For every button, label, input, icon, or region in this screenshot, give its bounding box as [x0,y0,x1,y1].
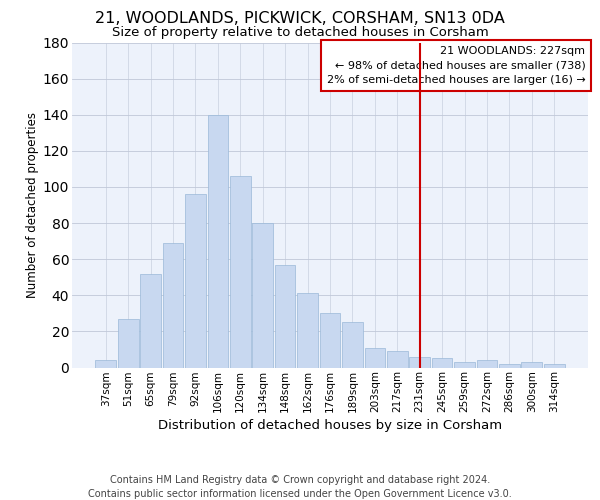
Bar [275,264,295,368]
Bar [342,322,363,368]
Bar [230,176,251,368]
Bar [499,364,520,368]
Bar [409,356,430,368]
Bar [297,294,318,368]
Bar [454,362,475,368]
Text: Contains HM Land Registry data © Crown copyright and database right 2024.
Contai: Contains HM Land Registry data © Crown c… [88,475,512,499]
Y-axis label: Number of detached properties: Number of detached properties [26,112,38,298]
Bar [476,360,497,368]
Bar [163,243,184,368]
Bar [208,114,228,368]
Bar [365,348,385,368]
Bar [118,319,139,368]
Bar [432,358,452,368]
Text: 21, WOODLANDS, PICKWICK, CORSHAM, SN13 0DA: 21, WOODLANDS, PICKWICK, CORSHAM, SN13 0… [95,11,505,26]
X-axis label: Distribution of detached houses by size in Corsham: Distribution of detached houses by size … [158,420,502,432]
Bar [253,223,273,368]
Bar [140,274,161,368]
Text: Size of property relative to detached houses in Corsham: Size of property relative to detached ho… [112,26,488,39]
Text: 21 WOODLANDS: 227sqm
← 98% of detached houses are smaller (738)
2% of semi-detac: 21 WOODLANDS: 227sqm ← 98% of detached h… [326,46,586,86]
Bar [320,314,340,368]
Bar [185,194,206,368]
Bar [95,360,116,368]
Bar [544,364,565,368]
Bar [387,351,407,368]
Bar [521,362,542,368]
